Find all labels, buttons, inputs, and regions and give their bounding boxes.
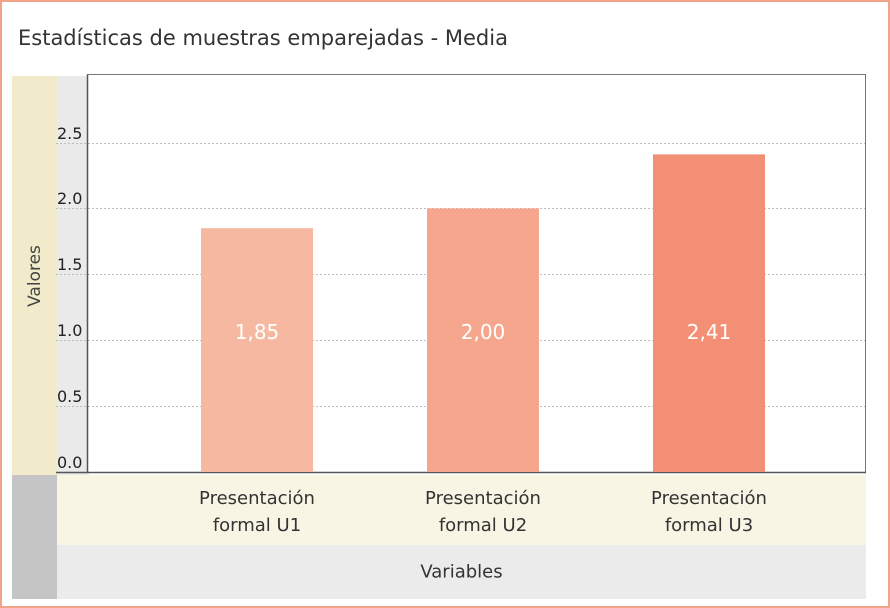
y-tick-label: 0.0	[57, 453, 82, 472]
y-tick-label: 2.5	[57, 124, 82, 143]
y-axis-label-panel: Valores	[12, 76, 57, 475]
bar	[427, 208, 539, 472]
y-tick-label: 1.0	[57, 321, 82, 340]
y-tick-label: 0.5	[57, 387, 82, 406]
bar	[653, 154, 765, 472]
x-tick-band	[57, 475, 866, 545]
x-axis-label: Variables	[420, 561, 503, 583]
corner-panel	[12, 475, 57, 599]
bar-value-label: 2,41	[687, 320, 732, 344]
y-axis-strip	[57, 76, 89, 475]
x-tick-label: formal U1	[213, 515, 301, 536]
x-tick-label: formal U3	[665, 515, 753, 536]
chart-title: Estadísticas de muestras emparejadas - M…	[18, 26, 508, 50]
y-tick-label: 1.5	[57, 255, 82, 274]
x-tick-label: Presentación	[425, 488, 541, 509]
bar-value-label: 1,85	[235, 320, 280, 344]
bar-value-label: 2,00	[461, 320, 506, 344]
x-axis-label-panel: Variables	[57, 545, 866, 599]
x-tick-label: formal U2	[439, 515, 527, 536]
bar	[201, 228, 313, 472]
x-tick-label: Presentación	[651, 488, 767, 509]
y-tick-label: 2.0	[57, 189, 82, 208]
x-tick-label: Presentación	[199, 488, 315, 509]
